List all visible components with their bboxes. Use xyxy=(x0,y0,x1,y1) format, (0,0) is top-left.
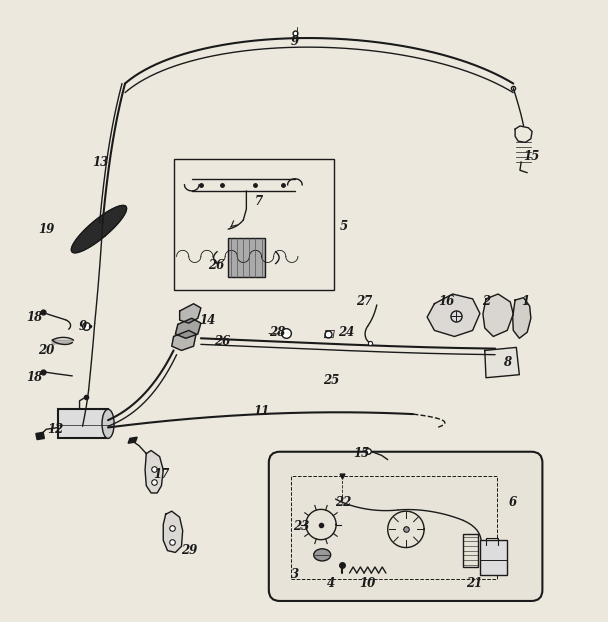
Polygon shape xyxy=(36,432,44,440)
Text: 13: 13 xyxy=(92,156,109,169)
Text: 25: 25 xyxy=(323,374,339,388)
Polygon shape xyxy=(427,294,480,337)
Text: 8: 8 xyxy=(503,356,511,369)
Text: 23: 23 xyxy=(293,520,309,533)
Polygon shape xyxy=(483,294,513,337)
Bar xyxy=(173,159,334,290)
Polygon shape xyxy=(52,340,74,345)
Polygon shape xyxy=(485,348,519,378)
Text: 3: 3 xyxy=(291,569,299,582)
Text: 15: 15 xyxy=(523,150,540,163)
Text: 20: 20 xyxy=(38,344,54,357)
Polygon shape xyxy=(384,457,392,463)
Polygon shape xyxy=(128,437,137,443)
Text: 24: 24 xyxy=(338,326,354,339)
Text: 15: 15 xyxy=(353,447,370,460)
Polygon shape xyxy=(171,330,196,350)
Text: 7: 7 xyxy=(254,195,263,208)
Text: 5: 5 xyxy=(339,220,348,233)
Polygon shape xyxy=(145,450,164,493)
Text: 18: 18 xyxy=(26,310,42,323)
Bar xyxy=(291,476,497,579)
Text: 28: 28 xyxy=(269,326,285,339)
Bar xyxy=(58,409,108,439)
Bar xyxy=(463,534,478,567)
Text: 9: 9 xyxy=(78,320,87,333)
Text: 22: 22 xyxy=(335,496,351,509)
Text: 1: 1 xyxy=(521,295,530,309)
Text: 4: 4 xyxy=(327,577,336,590)
Polygon shape xyxy=(164,511,182,552)
Text: 27: 27 xyxy=(356,295,373,309)
Text: 29: 29 xyxy=(181,544,197,557)
Text: 21: 21 xyxy=(466,577,482,590)
Text: 9: 9 xyxy=(291,35,299,47)
Text: 11: 11 xyxy=(254,404,270,417)
Text: 6: 6 xyxy=(510,496,517,509)
Text: 2: 2 xyxy=(482,295,490,309)
FancyBboxPatch shape xyxy=(269,452,542,601)
Ellipse shape xyxy=(102,409,114,439)
Polygon shape xyxy=(179,304,201,323)
Text: 16: 16 xyxy=(438,295,455,309)
Text: 10: 10 xyxy=(359,577,376,590)
Text: 26: 26 xyxy=(208,259,224,272)
Bar xyxy=(480,540,507,575)
Polygon shape xyxy=(175,318,201,338)
Text: 12: 12 xyxy=(47,423,63,436)
Polygon shape xyxy=(513,298,531,338)
Text: 26: 26 xyxy=(214,335,230,348)
Text: 18: 18 xyxy=(26,371,42,384)
Bar xyxy=(228,238,264,277)
Text: 14: 14 xyxy=(199,313,215,327)
Ellipse shape xyxy=(314,549,331,561)
Polygon shape xyxy=(71,205,126,253)
Text: 19: 19 xyxy=(38,223,54,236)
Text: 17: 17 xyxy=(153,468,170,481)
